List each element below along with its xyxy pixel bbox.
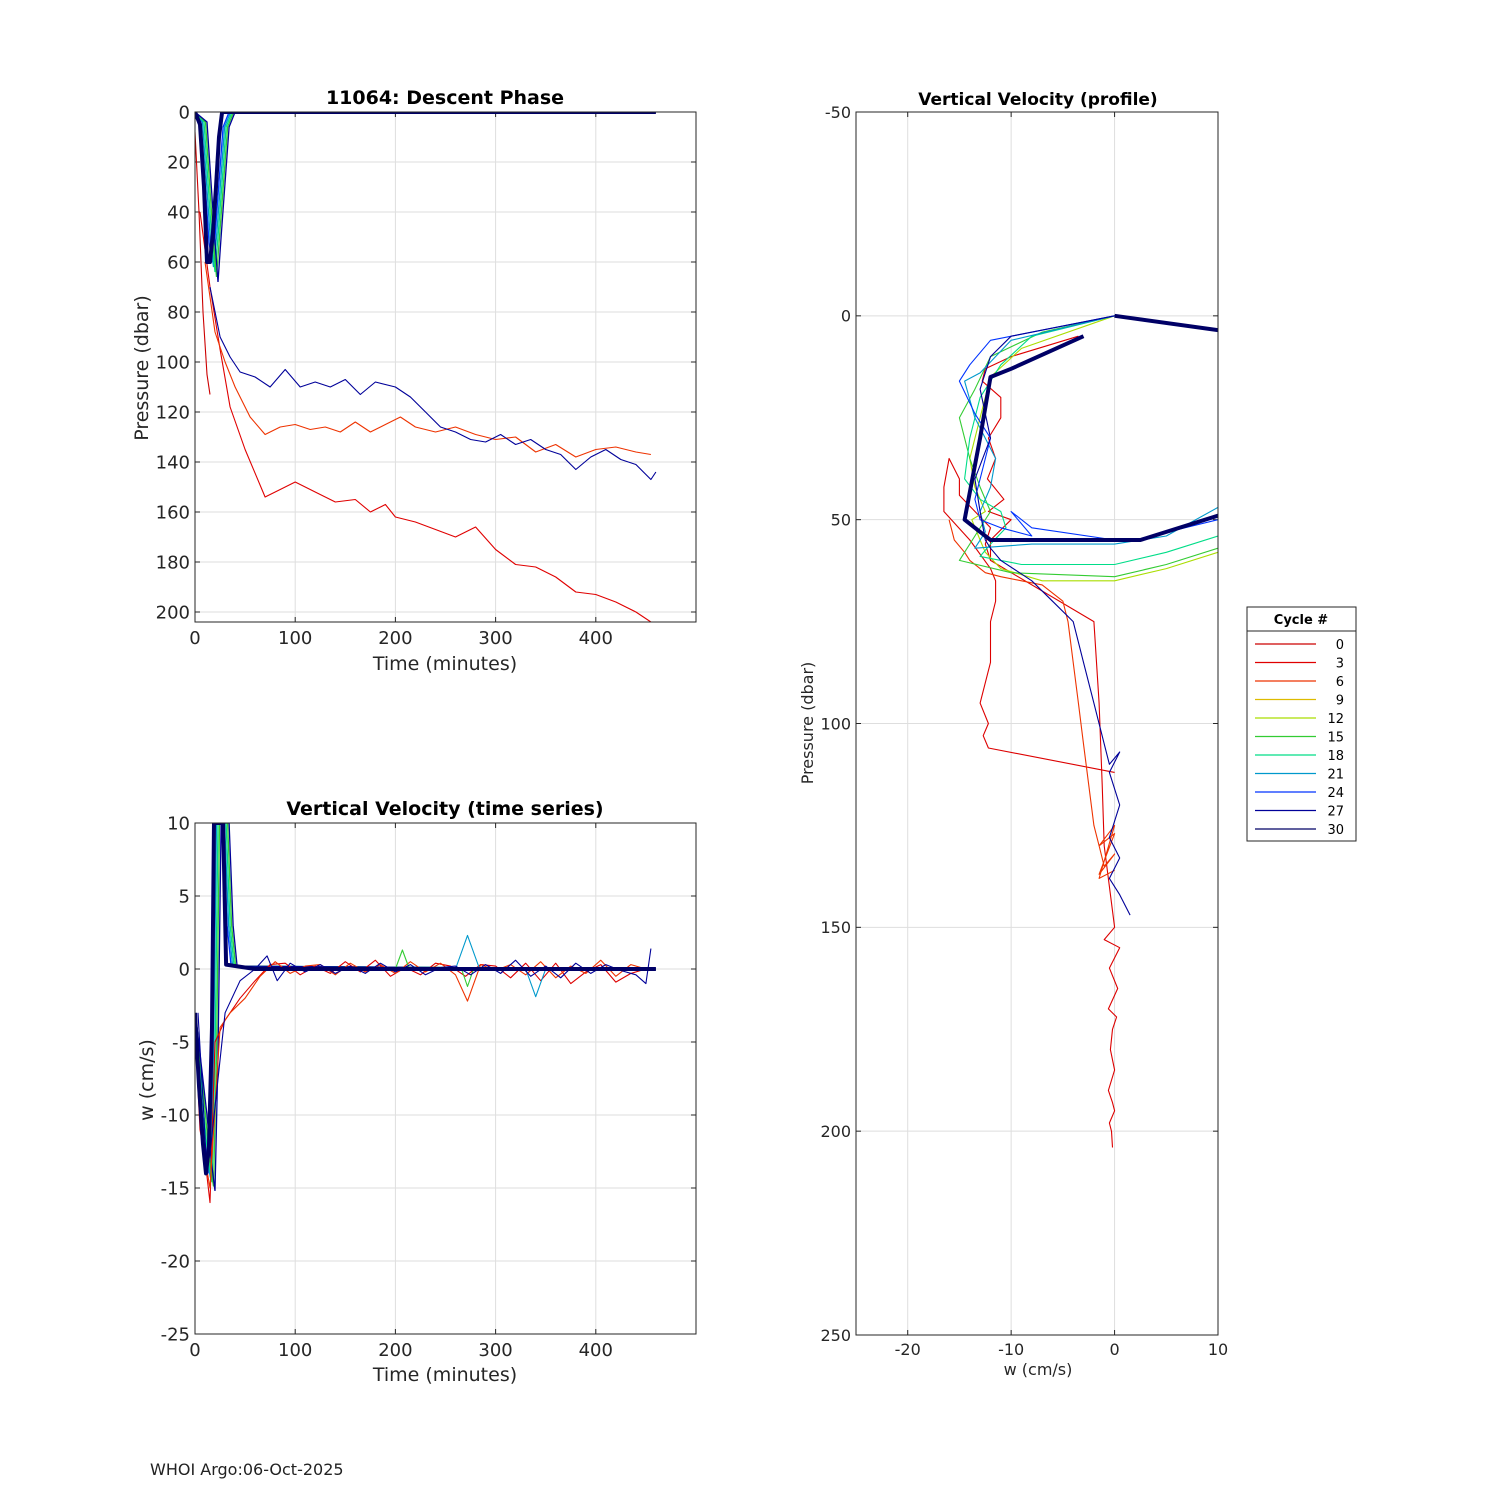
x-tick-label: 300 [478,1340,512,1361]
y-tick-label: 100 [156,352,190,373]
profile-series-cycle-27 [974,315,1131,916]
descent-cycle-line [195,112,656,278]
legend-entry-label: 18 [1327,749,1344,764]
y-tick-label: -50 [825,103,851,122]
x-tick-label: 100 [278,628,312,649]
legend-entry-label: 24 [1327,786,1344,801]
descent-cycle-line [195,112,656,283]
y-tick-label: 5 [179,886,190,907]
y-tick-label: -20 [161,1251,190,1272]
x-tick-label: 400 [579,628,613,649]
y-tick-label: 160 [156,502,190,523]
descent-phase-panel: 11064: Descent Phase Time (minutes) Pres… [131,87,697,675]
x-tick-label: 100 [278,1340,312,1361]
descent-series-cycle-30 [195,112,656,264]
y-tick-label: 50 [831,510,851,529]
descent-plot-area [195,112,696,622]
x-tick-label: -20 [895,1340,921,1359]
y-tick-label: 20 [167,152,190,173]
timeseries-ylabel: w (cm/s) [136,1039,158,1121]
profile-series-cycle-21 [964,315,1218,549]
x-tick-label: 300 [478,628,512,649]
profile-series-group [943,313,1218,1148]
y-tick-label: 140 [156,452,190,473]
descent-series-cycle-0 [195,131,211,395]
legend-entry-label: 27 [1327,805,1344,820]
x-tick-label: 0 [189,1340,200,1361]
legend-entry-label: 15 [1327,731,1344,746]
y-tick-label: 180 [156,552,190,573]
profile-series-cycle-24 [958,315,1218,541]
x-tick-label: 200 [378,1340,412,1361]
timeseries-series-cycle-30 [195,823,656,1176]
y-tick-label: 100 [820,714,851,733]
y-tick-label: 120 [156,402,190,423]
timeseries-cycle-line [196,823,656,1183]
legend-entry-label: 9 [1336,694,1344,709]
legend-entry-label: 12 [1327,712,1344,727]
profile-series-cycle-30b [1114,313,1218,333]
profile-axes-box [855,111,1219,1336]
y-tick-label: 150 [820,918,851,937]
y-tick-label: -25 [161,1324,190,1345]
y-tick-label: 0 [179,959,190,980]
x-tick-label: 10 [1208,1340,1228,1359]
legend-entry-label: 30 [1327,823,1344,838]
profile-title: Vertical Velocity (profile) [918,90,1157,110]
timeseries-axes-box [194,822,697,1335]
legend-entry-label: 21 [1327,768,1344,783]
timeseries-title: Vertical Velocity (time series) [286,798,603,820]
profile-series-cycle-6 [948,519,1116,879]
timeseries-series-group [195,823,656,1204]
y-tick-label: 60 [167,252,190,273]
profile-series-cycle-30 [962,334,1218,542]
legend-entry-label: 3 [1336,657,1344,672]
descent-xlabel: Time (minutes) [372,653,517,675]
y-tick-label: 250 [820,1326,851,1345]
y-tick-label: 0 [841,307,851,326]
y-tick-label: 40 [167,202,190,223]
profile-series-cycle-3 [943,335,1115,773]
descent-axes-box [194,111,697,623]
footer-credit: WHOI Argo:06-Oct-2025 [150,1460,344,1479]
y-tick-label: -5 [172,1032,190,1053]
descent-series-cycle-27 [209,286,657,481]
x-tick-label: 200 [378,628,412,649]
y-tick-label: 200 [156,602,190,623]
legend-entry-label: 6 [1336,675,1344,690]
velocity-profile-panel: Vertical Velocity (profile) w (cm/s) Pre… [798,90,1228,1379]
legend-box [1246,606,1357,842]
descent-series-cycle-6 [204,261,651,458]
y-tick-label: 200 [820,1122,851,1141]
velocity-timeseries-panel: Vertical Velocity (time series) Time (mi… [136,798,697,1386]
legend-entry-label: 0 [1336,638,1344,653]
timeseries-xlabel: Time (minutes) [372,1364,517,1386]
profile-series-cycle-3b [990,559,1121,1148]
timeseries-plot-area [195,823,696,1334]
y-tick-label: 0 [179,102,190,123]
y-tick-label: 10 [167,813,190,834]
profile-ylabel: Pressure (dbar) [798,662,817,785]
timeseries-series-cycle-27 [197,948,652,1174]
x-tick-label: 0 [1109,1340,1119,1359]
descent-ylabel: Pressure (dbar) [131,295,153,441]
descent-series-cycle-3 [199,211,652,622]
x-tick-label: 0 [189,628,200,649]
descent-series-group [195,112,657,622]
x-tick-label: -10 [998,1340,1024,1359]
descent-title: 11064: Descent Phase [326,87,564,109]
y-tick-label: 80 [167,302,190,323]
y-tick-label: -15 [161,1178,190,1199]
profile-xlabel: w (cm/s) [1004,1360,1073,1379]
cycle-legend: Cycle # 0 3 6 9 12 15 18 21 24 27 30 [1246,606,1357,842]
y-tick-label: -10 [161,1105,190,1126]
x-tick-label: 400 [579,1340,613,1361]
legend-title: Cycle # [1274,613,1329,628]
